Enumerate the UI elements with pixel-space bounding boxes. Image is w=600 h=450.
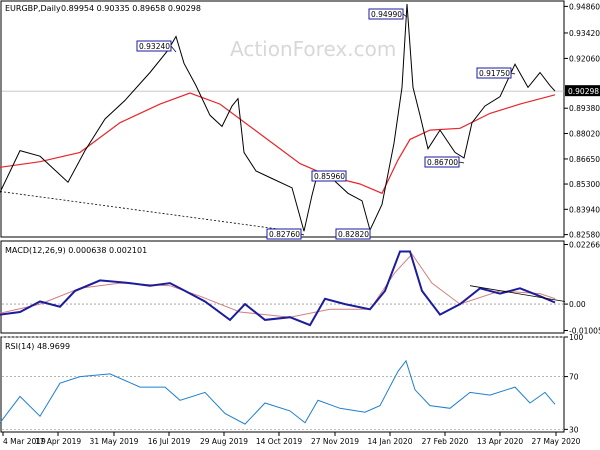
price-label-box <box>424 156 460 168</box>
date-tick-label: 29 Aug 2019 <box>200 437 248 446</box>
price-label-leader <box>402 13 408 18</box>
price-label: 0.82760 <box>269 230 300 239</box>
price-axis-tick-label: 0.86650 <box>569 155 600 164</box>
date-tick-label: 4 Mar 2019 <box>3 437 46 446</box>
date-tick-label: 13 Apr 2020 <box>477 437 524 446</box>
rsi-axis-tick-label: 70 <box>569 373 579 382</box>
price-label: 0.94990 <box>371 10 402 19</box>
watermark: ActionForex.com <box>230 37 396 61</box>
price-label-box <box>136 40 172 52</box>
price-label-leader <box>510 72 516 75</box>
macd-title: MACD(12,26,9) 0.000638 0.002101 <box>5 246 147 255</box>
price-axis-tick-label: 0.82580 <box>569 231 600 240</box>
price-label: 0.82820 <box>338 230 369 239</box>
price-label-box <box>476 67 512 79</box>
price-axis-tick-label: 0.89380 <box>569 104 600 113</box>
current-price-tag-label: 0.90298 <box>568 87 599 96</box>
rsi-axis-tick-label: 30 <box>569 425 579 434</box>
ohlc-header: 0.89954 0.90335 0.89658 0.90298 <box>61 4 201 13</box>
price-label-leader <box>170 45 177 53</box>
price-axis-tick-label: 0.92060 <box>569 54 600 63</box>
date-tick-label: 27 May 2020 <box>532 437 581 446</box>
rsi-line <box>0 359 556 425</box>
price-label: 0.86700 <box>427 158 458 167</box>
price-label-box <box>266 228 302 240</box>
price-axis-tick-label: 0.94860 <box>569 2 600 11</box>
price-axis-tick-label: 0.85300 <box>569 180 600 189</box>
date-tick-label: 14 Jan 2020 <box>368 437 413 446</box>
macd-trendline <box>469 285 566 302</box>
price-title: EURGBP,Daily <box>5 4 61 13</box>
rsi-axis-tick-label: 100 <box>569 333 584 342</box>
macd-panel-frame <box>0 240 565 334</box>
date-tick-label: 27 Nov 2019 <box>311 437 359 446</box>
price-label-box <box>368 8 404 20</box>
price-label: 0.91750 <box>479 69 510 78</box>
price-axis-tick-label: 0.88020 <box>569 129 600 138</box>
price-axis-tick-label: 0.93420 <box>569 29 600 38</box>
price-label-box <box>335 228 371 240</box>
price-label: 0.85960 <box>314 172 345 181</box>
support-trendline <box>0 191 301 233</box>
price-label: 0.93240 <box>139 42 170 51</box>
macd-signal-line <box>0 253 556 318</box>
date-tick-label: 17 Apr 2019 <box>35 437 82 446</box>
price-axis-tick-label: 0.83940 <box>569 205 600 214</box>
date-tick-label: 14 Oct 2019 <box>256 437 303 446</box>
price-label-leader <box>458 161 465 164</box>
date-tick-label: 27 Feb 2020 <box>422 437 469 446</box>
price-label-box <box>311 170 347 182</box>
macd-axis-tick-label: 0.00 <box>569 300 586 309</box>
macd-axis-tick-label: 0.022662 <box>569 241 600 250</box>
macd-axis-tick-label: -0.010052 <box>569 327 600 336</box>
date-tick-label: 31 May 2019 <box>90 437 139 446</box>
rsi-title: RSI(14) 48.9699 <box>5 342 70 351</box>
macd-line <box>0 250 556 327</box>
date-tick-label: 16 Jul 2019 <box>148 437 191 446</box>
current-price-tag <box>565 85 600 97</box>
